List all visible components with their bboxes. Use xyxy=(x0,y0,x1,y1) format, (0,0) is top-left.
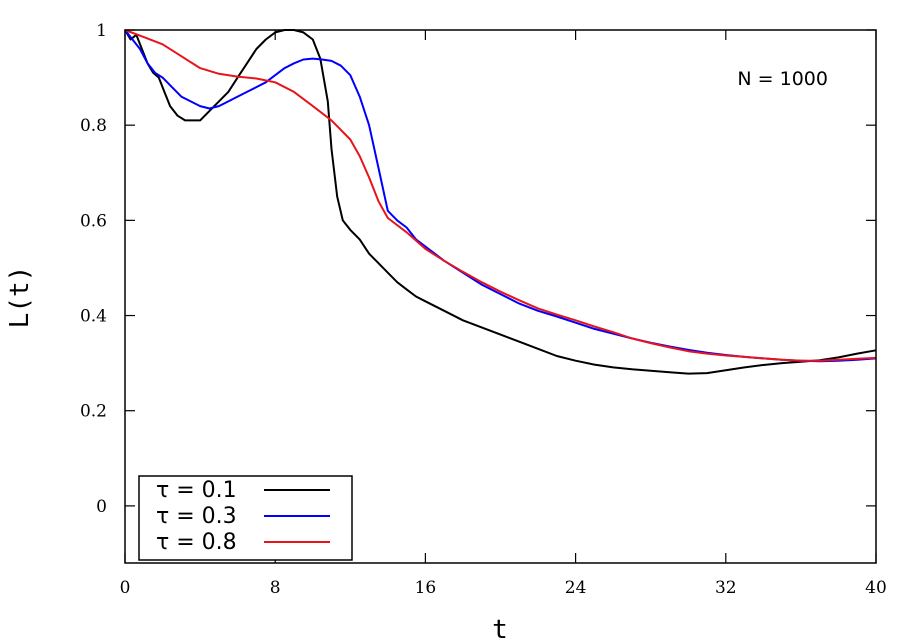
x-tick-label: 8 xyxy=(270,578,281,598)
y-tick-label: 0.4 xyxy=(80,307,107,327)
y-tick-label: 1 xyxy=(96,21,107,41)
legend-label-tau-0-3: τ = 0.3 xyxy=(156,504,237,529)
series-layer xyxy=(124,29,877,375)
series-line-2 xyxy=(124,29,877,362)
legend-label-tau-0-1: τ = 0.1 xyxy=(156,478,237,503)
x-tick-label: 16 xyxy=(415,578,437,598)
x-axis-label: t xyxy=(492,615,508,644)
y-tick-label: 0.8 xyxy=(80,116,107,136)
x-tick-label: 32 xyxy=(715,578,737,598)
x-tick-label: 24 xyxy=(565,578,587,598)
legend: τ = 0.1 τ = 0.3 τ = 0.8 xyxy=(138,475,353,561)
ticks-layer: 0 8 16 24 32 40 0 0.2 0.4 0.6 0.8 1 xyxy=(80,21,887,598)
y-tick-label: 0 xyxy=(96,497,107,517)
plot-area xyxy=(125,30,876,563)
x-tick-label: 40 xyxy=(865,578,887,598)
y-axis-label: L(t) xyxy=(5,266,35,329)
y-tick-label: 0.2 xyxy=(80,402,107,422)
plot-frame xyxy=(124,29,877,564)
legend-label-tau-0-8: τ = 0.8 xyxy=(156,530,237,555)
annotation-n: N = 1000 xyxy=(737,68,828,90)
x-tick-label: 0 xyxy=(120,578,131,598)
y-tick-label: 0.6 xyxy=(80,211,107,231)
series-line-1 xyxy=(124,29,877,363)
series-line-0 xyxy=(124,29,877,375)
